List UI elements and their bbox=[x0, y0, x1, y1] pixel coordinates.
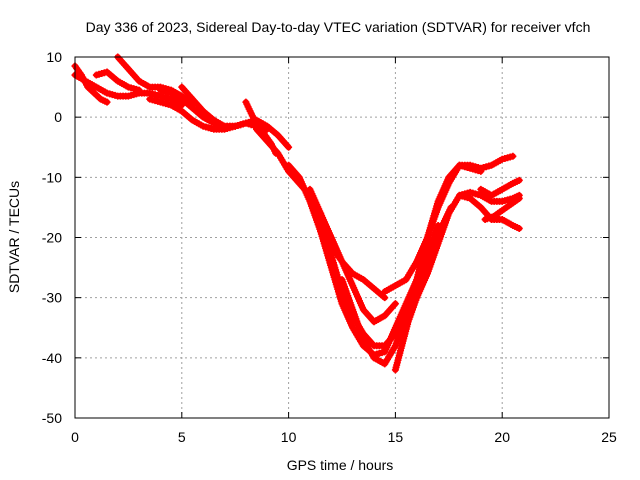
data-point-marker bbox=[515, 176, 523, 184]
data-point-marker bbox=[135, 86, 143, 94]
data-point-marker bbox=[381, 294, 389, 302]
grid-layer bbox=[75, 57, 609, 418]
y-tick-label: 10 bbox=[46, 49, 62, 65]
x-tick-label: 10 bbox=[281, 429, 297, 445]
x-tick-label: 20 bbox=[494, 429, 510, 445]
x-axis-title: GPS time / hours bbox=[287, 457, 394, 473]
data-point-marker bbox=[515, 194, 523, 202]
series-track-r bbox=[477, 176, 523, 199]
x-tick-label: 15 bbox=[388, 429, 404, 445]
series-track-s bbox=[481, 194, 523, 223]
data-point-marker bbox=[515, 224, 523, 232]
x-tick-label: 5 bbox=[178, 429, 186, 445]
series-track-g bbox=[178, 83, 293, 151]
series-track-b bbox=[71, 62, 111, 106]
series-track-n bbox=[381, 152, 517, 296]
y-axis-title: SDTVAR / TECUs bbox=[6, 181, 22, 293]
y-tick-label: -20 bbox=[42, 230, 62, 246]
chart-title: Day 336 of 2023, Sidereal Day-to-day VTE… bbox=[86, 19, 591, 35]
series-track-c bbox=[92, 68, 143, 94]
y-tick-label: -50 bbox=[42, 410, 62, 426]
y-tick-label: 0 bbox=[54, 109, 62, 125]
data-point-marker bbox=[285, 143, 293, 151]
data-point-marker bbox=[391, 300, 399, 308]
y-tick-label: -30 bbox=[42, 290, 62, 306]
data-point-marker bbox=[509, 152, 517, 160]
x-tick-label: 25 bbox=[601, 429, 617, 445]
series-track-l bbox=[317, 227, 389, 302]
data-point-marker bbox=[103, 98, 111, 106]
ticks-layer: 0 5 10 15 20 25 -50 -40 -30 -20 -10 0 10 bbox=[42, 49, 617, 445]
series-layer bbox=[71, 53, 523, 374]
x-tick-label: 0 bbox=[71, 429, 79, 445]
y-tick-label: -40 bbox=[42, 350, 62, 366]
y-tick-label: -10 bbox=[42, 169, 62, 185]
